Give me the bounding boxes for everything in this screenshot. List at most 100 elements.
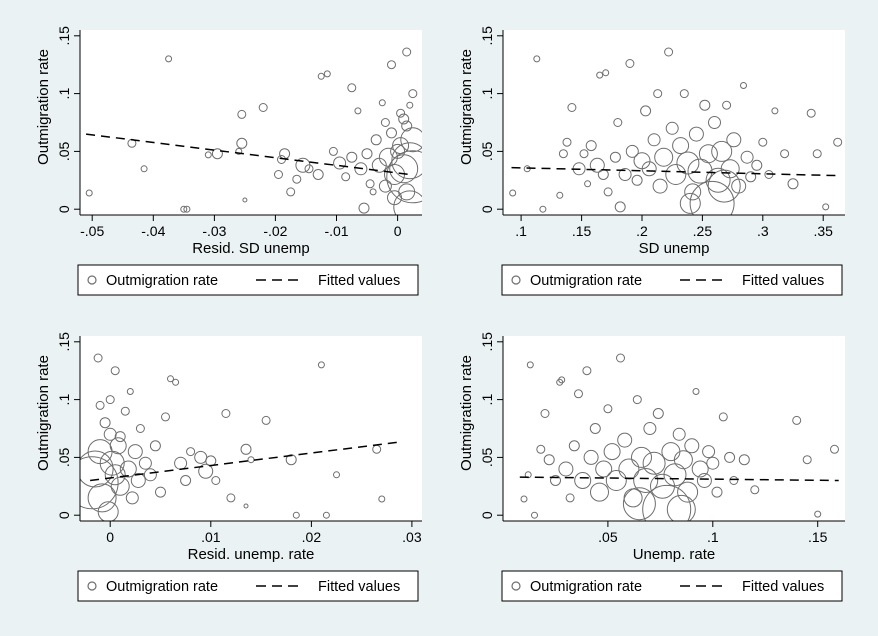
data-point	[806, 108, 816, 118]
data-point	[729, 476, 739, 485]
fitted-line	[519, 476, 839, 482]
data-points	[85, 47, 422, 215]
data-point	[97, 501, 119, 521]
data-point	[317, 361, 325, 369]
data-point	[814, 510, 822, 518]
x-tick-label: -.03	[202, 223, 226, 239]
x-ticks: -.05 -.04 -.03 -.02 -.01 0	[80, 215, 402, 239]
data-point	[568, 440, 580, 452]
data-point	[392, 137, 410, 155]
data-point	[292, 174, 302, 184]
data-point	[640, 105, 652, 117]
data-point	[531, 511, 538, 519]
legend-fit-label: Fitted values	[742, 579, 824, 595]
data-point	[556, 191, 564, 199]
x-axis-label: SD unemp	[639, 240, 710, 257]
data-point	[261, 415, 271, 425]
data-point	[389, 154, 419, 184]
data-point	[618, 168, 632, 181]
data-point	[603, 187, 613, 197]
data-point	[328, 146, 338, 156]
data-point	[830, 444, 839, 454]
data-point	[401, 120, 413, 132]
data-point	[393, 190, 422, 215]
data-point	[333, 471, 340, 479]
panel-resid-unemp-rate: 0 .05 .1 .15 0 .01 .02 .03 Outmigration rate R…	[35, 332, 422, 602]
y-tick-label: .15	[479, 332, 495, 352]
data-point	[677, 481, 699, 503]
data-point	[378, 495, 386, 503]
y-tick-label: .15	[479, 26, 495, 46]
data-point	[679, 192, 701, 214]
data-point	[312, 169, 324, 180]
data-point	[705, 167, 731, 193]
data-point	[642, 484, 692, 521]
data-point	[724, 451, 736, 463]
legend: Outmigration rate Fitted values	[501, 264, 843, 296]
data-point	[135, 424, 145, 433]
x-tick-label: .15	[808, 529, 828, 545]
data-point	[80, 456, 119, 510]
panel-unemp-rate: 0 .05 .1 .15 .05 .1 .15 Outmigration rate Une…	[458, 332, 845, 602]
data-point	[617, 432, 633, 448]
data-point	[406, 101, 414, 109]
data-point	[595, 460, 613, 478]
y-tick-label: .05	[56, 447, 72, 467]
data-point	[582, 366, 592, 376]
legend-scatter-label: Outmigration rate	[106, 579, 218, 595]
legend-circle-marker	[87, 275, 97, 285]
data-point	[567, 103, 577, 112]
data-point	[745, 171, 757, 183]
x-tick-label: .35	[813, 223, 833, 239]
y-tick-label: 0	[56, 511, 72, 519]
data-point	[378, 179, 392, 193]
data-point	[822, 203, 830, 211]
data-point	[99, 417, 111, 429]
fitted-line	[86, 133, 410, 176]
data-point	[221, 409, 231, 418]
legend-fit-label: Fitted values	[742, 273, 824, 289]
data-point	[533, 55, 541, 63]
data-point	[688, 126, 704, 142]
data-point	[589, 423, 601, 434]
y-tick-label: .15	[56, 26, 72, 46]
x-tick-label: .15	[572, 223, 592, 239]
data-point	[130, 473, 146, 488]
y-tick-label: .1	[56, 88, 72, 100]
data-point	[672, 137, 690, 155]
data-point	[240, 443, 252, 455]
data-point	[726, 132, 742, 148]
fitted-line-segment	[519, 476, 839, 482]
y-ticks: 0 .05 .1 .15	[56, 332, 80, 519]
data-point	[274, 170, 283, 179]
legend: Outmigration rate Fitted values	[77, 264, 419, 296]
data-point	[642, 451, 666, 475]
data-point	[87, 483, 117, 513]
fitted-line	[90, 441, 397, 482]
x-tick-label: .1	[707, 529, 719, 545]
data-point	[180, 205, 188, 213]
data-point	[333, 156, 347, 170]
data-point	[654, 147, 674, 167]
data-point	[341, 172, 351, 182]
data-point	[708, 116, 721, 129]
data-point	[149, 440, 161, 452]
x-tick-label: -.05	[80, 223, 104, 239]
x-tick-label: .03	[402, 529, 422, 545]
data-point	[140, 165, 148, 173]
data-point	[520, 495, 528, 503]
data-point	[590, 482, 609, 502]
data-point	[558, 149, 568, 159]
x-tick-label: 0	[394, 223, 402, 239]
legend-circle-marker	[87, 581, 97, 591]
data-point	[698, 144, 718, 164]
data-point	[286, 187, 296, 197]
panel-resid-sd-unemp: 0 .05 .1 .15 -.05 -.04 -.03 -.02 -.01 0 Outmigra…	[35, 26, 422, 296]
x-tick-label: 0	[106, 529, 114, 545]
data-point	[104, 464, 126, 486]
data-point	[125, 491, 139, 505]
data-point	[706, 456, 720, 470]
data-points	[80, 353, 386, 521]
data-point	[673, 450, 693, 470]
data-point	[771, 107, 779, 115]
